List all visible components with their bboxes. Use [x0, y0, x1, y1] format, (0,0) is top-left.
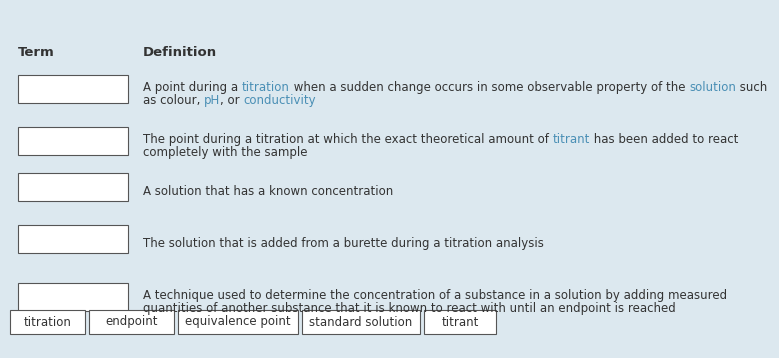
Bar — [18, 283, 128, 311]
Text: such: such — [736, 81, 767, 94]
Text: titrant: titrant — [442, 315, 478, 329]
Text: conductivity: conductivity — [244, 94, 316, 107]
Text: The point during a titration at which the exact theoretical amount of: The point during a titration at which th… — [143, 133, 552, 146]
Text: standard solution: standard solution — [309, 315, 413, 329]
Bar — [302, 310, 420, 334]
Text: A solution that has a known concentration: A solution that has a known concentratio… — [143, 185, 393, 198]
Bar — [18, 173, 128, 200]
Text: has been added to react: has been added to react — [590, 133, 738, 146]
Text: A point during a: A point during a — [143, 81, 241, 94]
Text: completely with the sample: completely with the sample — [143, 146, 308, 159]
Bar — [10, 310, 85, 334]
Text: titrant: titrant — [552, 133, 590, 146]
Text: pH: pH — [204, 94, 220, 107]
Text: solution: solution — [689, 81, 736, 94]
Text: Term: Term — [18, 45, 55, 58]
Text: endpoint: endpoint — [105, 315, 158, 329]
Bar — [424, 310, 496, 334]
Bar — [89, 310, 174, 334]
Bar — [18, 75, 128, 103]
Bar — [178, 310, 298, 334]
Bar — [18, 224, 128, 252]
Text: titration: titration — [241, 81, 290, 94]
Bar — [18, 127, 128, 155]
Text: The solution that is added from a burette during a titration analysis: The solution that is added from a burett… — [143, 237, 544, 250]
Text: equivalence point: equivalence point — [185, 315, 291, 329]
Text: quantities of another substance that it is known to react with until an endpoint: quantities of another substance that it … — [143, 302, 675, 315]
Text: , or: , or — [220, 94, 244, 107]
Text: as colour,: as colour, — [143, 94, 204, 107]
Text: A technique used to determine the concentration of a substance in a solution by : A technique used to determine the concen… — [143, 289, 727, 302]
Text: when a sudden change occurs in some observable property of the: when a sudden change occurs in some obse… — [290, 81, 689, 94]
Text: Definition: Definition — [143, 45, 217, 58]
Text: titration: titration — [23, 315, 72, 329]
